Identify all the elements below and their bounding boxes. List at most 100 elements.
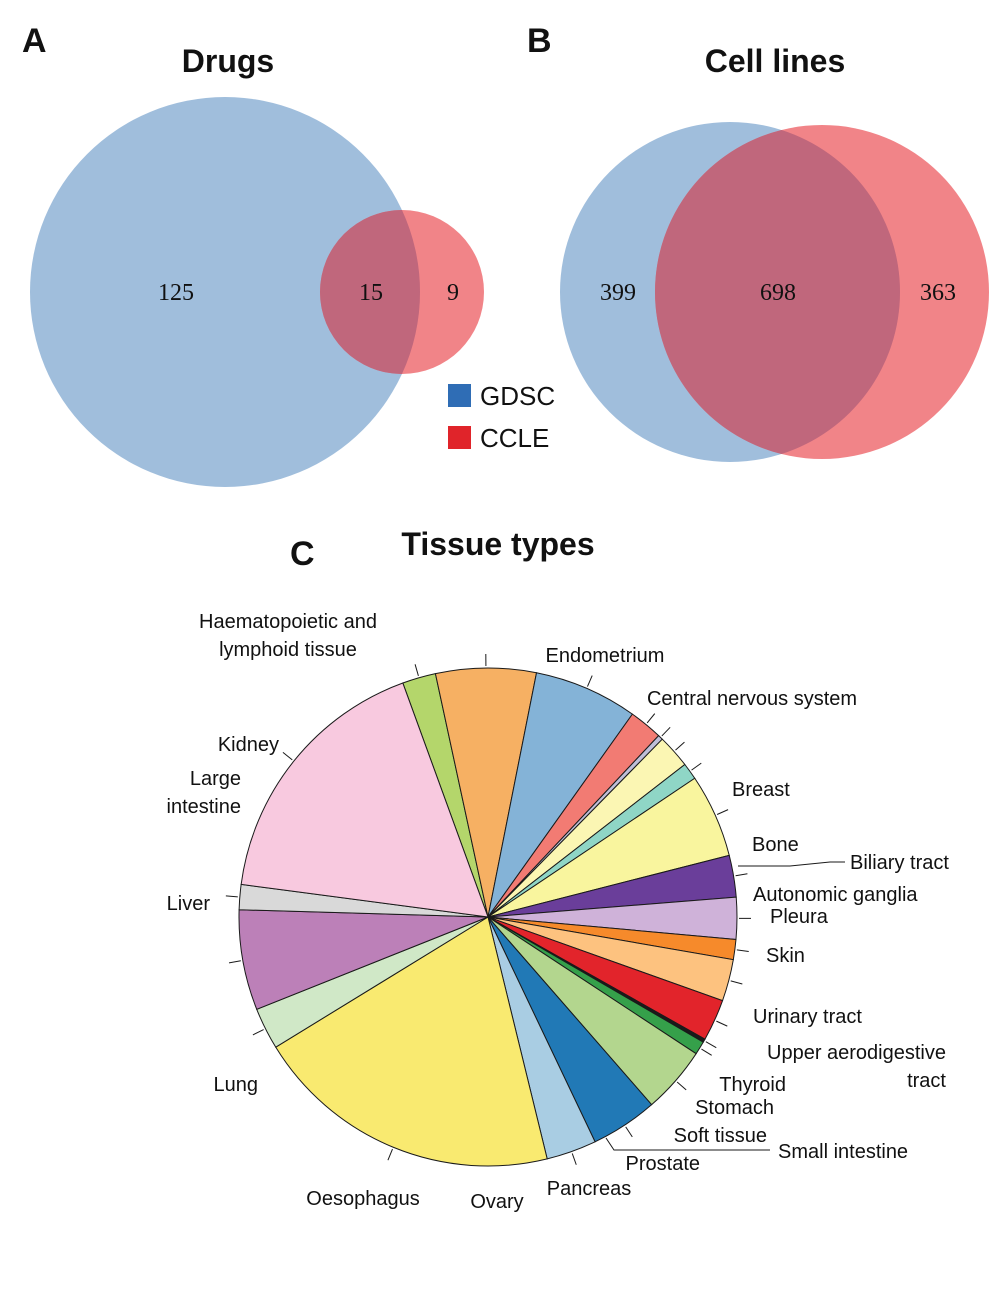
pie-label-line: Large — [190, 768, 241, 790]
pie-label-line: Breast — [732, 779, 790, 801]
pie-label-small-intestine: Small intestine — [778, 1141, 908, 1163]
pie-label-pleura: Pleura — [770, 906, 829, 928]
panel-c-letter: C — [290, 535, 315, 573]
pie-slices — [238, 667, 738, 1167]
pie-labels: Endometrium Central nervous system Breast B… — [167, 611, 950, 1213]
pie-label-line: Kidney — [218, 734, 279, 756]
panel-a: A Drugs 125 15 9 — [22, 22, 484, 487]
legend-ccle-label: CCLE — [480, 423, 549, 453]
panel-a-letter: A — [22, 22, 47, 60]
pie-label-line: Bone — [752, 834, 799, 856]
pie-leader-pleura — [691, 762, 702, 771]
pie-label-line: Autonomic ganglia — [753, 884, 918, 906]
venn-cells-overlap-region — [654, 129, 900, 455]
pie-leader-urinary-tract — [735, 873, 748, 877]
pie-label-large-intestine: Large intestine — [167, 768, 242, 818]
pie-label-line: Endometrium — [546, 645, 665, 667]
pie-label-central-nervous-system: Central nervous system — [647, 688, 857, 710]
pie-slice-breast — [487, 672, 634, 918]
pie-label-line: Urinary tract — [753, 1006, 862, 1028]
pie-leader-endometrium — [414, 664, 419, 676]
panel-b: B Cell lines 399 698 363 — [527, 22, 989, 462]
pie-label-line: Oesophagus — [306, 1188, 419, 1210]
pie-label-ovary: Ovary — [470, 1191, 523, 1213]
venn-cells-overlap-count: 698 — [760, 280, 796, 306]
venn-drugs-overlap-region — [320, 210, 421, 374]
legend-ccle-swatch — [448, 426, 471, 449]
pie-label-biliary-tract: Biliary tract — [850, 852, 949, 874]
pie-leader-haematopoietic-and-lymphoid-tissue — [282, 751, 293, 761]
pie-slice-haematopoietic-and-lymphoid-tissue — [240, 682, 489, 918]
pie-callout-biliary-tract — [738, 861, 845, 867]
pie-label-autonomic-ganglia: Autonomic ganglia — [753, 884, 918, 906]
venn-drugs-only-gdsc-count: 125 — [158, 280, 194, 306]
legend: GDSC CCLE — [448, 381, 555, 453]
pie-label-upper-aerodigestive-tract: Upper aerodigestive tract — [767, 1042, 946, 1092]
pie-label-line: intestine — [167, 796, 242, 818]
pie-label-line: Lung — [214, 1074, 259, 1096]
pie-label-line: Prostate — [626, 1153, 700, 1175]
pie-label-haematopoietic-and-lymphoid-tissue: Haematopoietic and lymphoid tissue — [199, 611, 377, 661]
pie-leader-lines — [225, 654, 845, 1165]
legend-gdsc-swatch — [448, 384, 471, 407]
pie-leader-prostate — [701, 1048, 712, 1056]
pie-label-line: Soft tissue — [674, 1125, 767, 1147]
panel-c: C Tissue types Endometrium Central nervou… — [167, 526, 950, 1213]
pie-leader-large-intestine — [228, 960, 241, 964]
venn-drugs-overlap-count: 15 — [359, 280, 383, 306]
pie-label-oesophagus: Oesophagus — [306, 1188, 419, 1210]
pie-label-line: Skin — [766, 945, 805, 967]
venn-cells-only-gdsc-count: 399 — [600, 280, 636, 306]
pie-leader-soft-tissue — [716, 1020, 728, 1027]
pie-label-liver: Liver — [167, 893, 211, 915]
pie-label-line: Pancreas — [547, 1178, 632, 1200]
pie-label-urinary-tract: Urinary tract — [753, 1006, 862, 1028]
pie-label-line: Upper aerodigestive — [767, 1042, 946, 1064]
pie-leader-oesophagus — [571, 1153, 577, 1165]
pie-slice-lung — [275, 916, 548, 1167]
pie-leader-thyroid — [736, 949, 749, 952]
pie-leader-liver — [252, 1029, 264, 1036]
pie-leader-kidney — [225, 895, 238, 898]
pie-label-line: Liver — [167, 893, 211, 915]
pie-leader-bone — [646, 713, 656, 724]
pie-label-soft-tissue: Soft tissue — [674, 1125, 767, 1147]
pie-leader-skin — [716, 809, 729, 815]
panel-b-letter: B — [527, 22, 552, 60]
pie-leader-autonomic-ganglia — [675, 741, 685, 751]
legend-gdsc-label: GDSC — [480, 381, 555, 411]
pie-label-kidney: Kidney — [218, 734, 279, 756]
pie-label-prostate: Prostate — [626, 1153, 700, 1175]
pie-label-lung: Lung — [214, 1074, 259, 1096]
pie-label-endometrium: Endometrium — [546, 645, 665, 667]
pie-leader-biliary-tract — [661, 726, 671, 737]
pie-label-skin: Skin — [766, 945, 805, 967]
venn-cells-only-ccle-count: 363 — [920, 280, 956, 306]
pie-label-bone: Bone — [752, 834, 799, 856]
pie-label-pancreas: Pancreas — [547, 1178, 632, 1200]
venn-drugs-only-ccle-count: 9 — [447, 280, 459, 306]
pie-label-thyroid: Thyroid — [719, 1074, 786, 1096]
pie-leader-stomach — [730, 980, 743, 985]
pie-label-line: Stomach — [695, 1097, 774, 1119]
pie-label-line: Central nervous system — [647, 688, 857, 710]
venn-drugs-gdsc-circle — [30, 97, 420, 487]
pie-label-line: Ovary — [470, 1191, 523, 1213]
pie-leader-small-intestine — [705, 1041, 717, 1049]
pie-label-line: tract — [907, 1070, 946, 1092]
pie-leader-lung — [387, 1148, 393, 1161]
panel-a-title: Drugs — [182, 43, 274, 79]
pie-leader-pancreas — [676, 1081, 687, 1091]
pie-callout-small-intestine — [605, 1137, 770, 1151]
pie-label-line: Haematopoietic and — [199, 611, 377, 633]
pie-leader-breast — [586, 675, 593, 687]
pie-label-breast: Breast — [732, 779, 790, 801]
pie-label-line: Pleura — [770, 906, 829, 928]
pie-label-line: Biliary tract — [850, 852, 949, 874]
panel-c-title: Tissue types — [401, 526, 594, 562]
panel-b-title: Cell lines — [705, 43, 846, 79]
pie-label-line: lymphoid tissue — [219, 639, 357, 661]
pie-label-line: Small intestine — [778, 1141, 908, 1163]
pie-label-line: Thyroid — [719, 1074, 786, 1096]
